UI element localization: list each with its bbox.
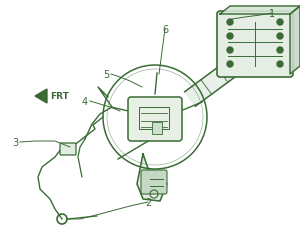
Polygon shape	[220, 7, 300, 15]
Text: 1: 1	[269, 9, 275, 19]
Circle shape	[277, 20, 283, 26]
FancyBboxPatch shape	[128, 98, 182, 141]
Text: 5: 5	[103, 70, 109, 80]
Circle shape	[277, 48, 283, 54]
Text: 3: 3	[12, 137, 18, 147]
Bar	[152, 122, 162, 134]
Text: FRT: FRT	[50, 92, 69, 101]
Circle shape	[277, 62, 283, 68]
Circle shape	[227, 34, 233, 40]
Polygon shape	[290, 7, 300, 75]
Circle shape	[277, 34, 283, 40]
Circle shape	[227, 48, 233, 54]
FancyBboxPatch shape	[141, 170, 167, 194]
Text: 2: 2	[145, 197, 151, 207]
FancyBboxPatch shape	[217, 12, 293, 78]
FancyBboxPatch shape	[60, 143, 76, 155]
Text: 4: 4	[82, 96, 88, 106]
Polygon shape	[185, 44, 260, 107]
Bar	[139, 108, 169, 129]
Circle shape	[227, 62, 233, 68]
Text: 6: 6	[162, 25, 168, 35]
Circle shape	[227, 20, 233, 26]
Polygon shape	[35, 90, 47, 104]
Polygon shape	[137, 154, 167, 201]
